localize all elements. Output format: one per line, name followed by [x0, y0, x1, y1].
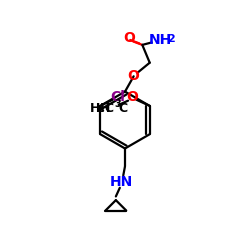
- Text: O: O: [124, 31, 136, 45]
- Text: 2: 2: [167, 34, 175, 44]
- Text: NH: NH: [148, 33, 172, 47]
- Text: H₃C: H₃C: [90, 102, 115, 115]
- Text: Cl: Cl: [111, 90, 126, 104]
- Text: O: O: [126, 90, 138, 104]
- Text: O: O: [128, 69, 140, 83]
- Text: C: C: [118, 102, 127, 115]
- Text: 3: 3: [114, 99, 121, 109]
- Text: HN: HN: [110, 175, 133, 189]
- Text: H: H: [100, 102, 110, 115]
